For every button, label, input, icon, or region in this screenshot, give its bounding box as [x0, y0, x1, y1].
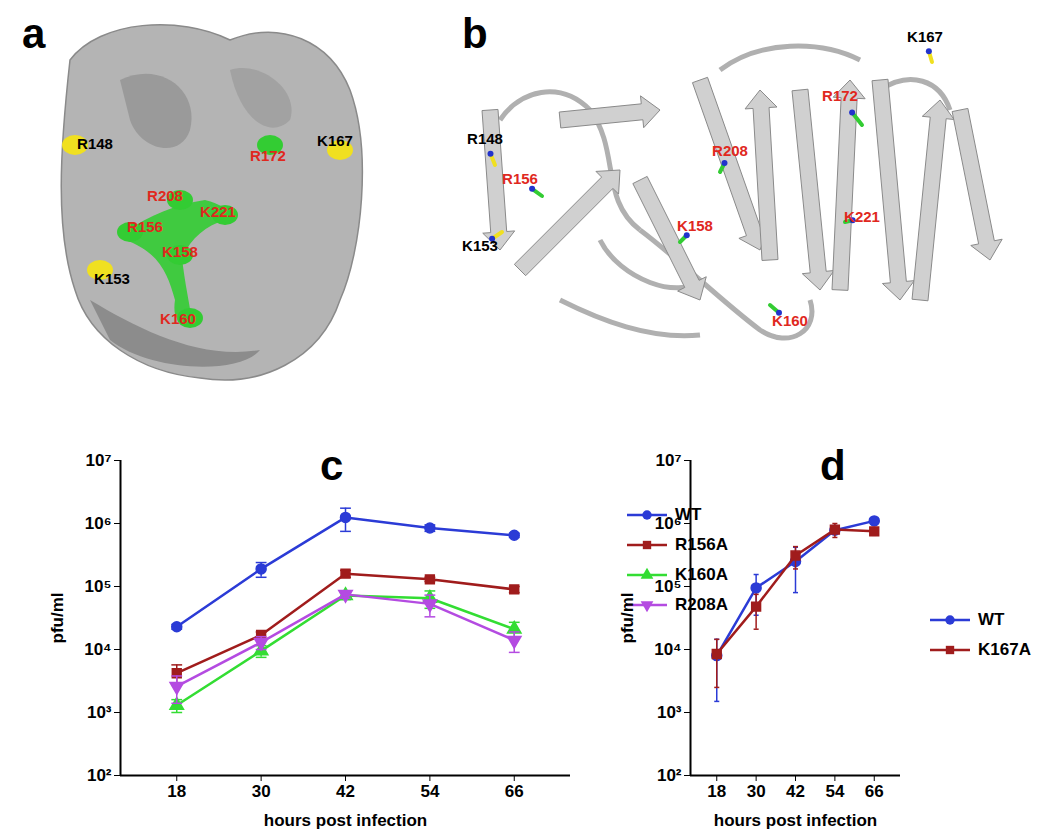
svg-text:42: 42 — [336, 782, 355, 801]
svg-text:K167: K167 — [907, 28, 943, 45]
svg-text:54: 54 — [825, 782, 844, 801]
svg-text:10³: 10³ — [87, 703, 112, 722]
svg-text:hours post infection: hours post infection — [714, 811, 877, 830]
html-text:d: d — [820, 442, 846, 489]
svg-text:K160: K160 — [772, 312, 808, 329]
svg-text:R172: R172 — [250, 147, 286, 164]
html-text:R156A: R156A — [675, 535, 728, 554]
svg-text:pfu/ml: pfu/ml — [48, 593, 67, 644]
svg-text:66: 66 — [505, 782, 524, 801]
svg-text:18: 18 — [167, 782, 186, 801]
svg-text:10⁴: 10⁴ — [654, 640, 681, 659]
svg-text:hours post infection: hours post infection — [264, 811, 427, 830]
svg-text:10⁵: 10⁵ — [655, 577, 682, 596]
svg-text:K167: K167 — [317, 132, 353, 149]
svg-text:30: 30 — [747, 782, 766, 801]
html-text:WT: WT — [978, 610, 1005, 629]
svg-text:R208: R208 — [712, 142, 748, 159]
svg-text:10³: 10³ — [657, 703, 682, 722]
svg-text:R156: R156 — [502, 170, 538, 187]
svg-text:K221: K221 — [844, 208, 880, 225]
svg-text:10²: 10² — [657, 766, 682, 785]
html-text:WT: WT — [675, 505, 702, 524]
svg-text:pfu/ml: pfu/ml — [618, 593, 637, 644]
svg-text:30: 30 — [252, 782, 271, 801]
svg-text:10⁷: 10⁷ — [656, 451, 682, 470]
svg-text:54: 54 — [420, 782, 439, 801]
svg-text:R172: R172 — [822, 87, 858, 104]
svg-text:R156: R156 — [127, 218, 163, 235]
svg-text:66: 66 — [865, 782, 884, 801]
svg-text:10⁶: 10⁶ — [655, 514, 682, 533]
svg-text:K221: K221 — [200, 203, 236, 220]
svg-text:18: 18 — [707, 782, 726, 801]
html-text:K167A: K167A — [978, 640, 1031, 659]
html-text:c: c — [320, 442, 344, 489]
svg-text:a: a — [22, 10, 46, 57]
svg-text:K158: K158 — [677, 217, 713, 234]
html-text:K160A: K160A — [675, 565, 728, 584]
svg-text:K153: K153 — [462, 237, 498, 254]
html-text:R208A: R208A — [675, 595, 728, 614]
svg-text:10⁴: 10⁴ — [84, 640, 111, 659]
svg-text:10⁷: 10⁷ — [86, 451, 112, 470]
svg-text:42: 42 — [786, 782, 805, 801]
svg-text:K153: K153 — [94, 270, 130, 287]
svg-text:R208: R208 — [147, 187, 183, 204]
svg-text:10⁶: 10⁶ — [85, 514, 112, 533]
svg-text:R148: R148 — [467, 130, 503, 147]
svg-text:K160: K160 — [160, 310, 196, 327]
svg-text:b: b — [462, 10, 488, 57]
svg-text:R148: R148 — [77, 135, 113, 152]
svg-text:10⁵: 10⁵ — [85, 577, 112, 596]
svg-text:10²: 10² — [87, 766, 112, 785]
svg-text:K158: K158 — [162, 243, 198, 260]
